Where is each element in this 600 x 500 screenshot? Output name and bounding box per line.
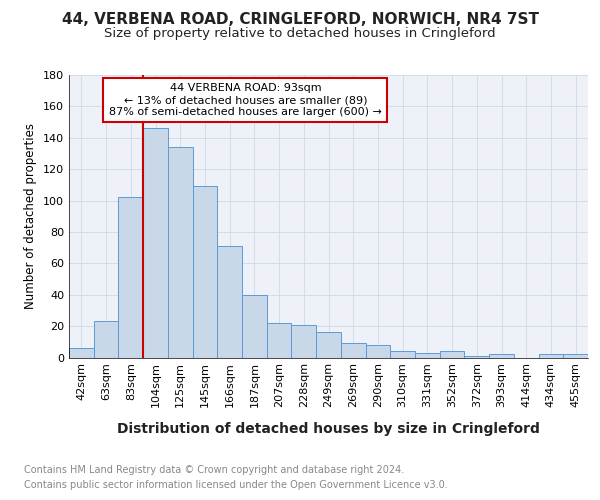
Bar xyxy=(69,348,94,358)
Bar xyxy=(168,147,193,358)
Bar xyxy=(143,128,168,358)
Bar xyxy=(94,322,118,358)
Bar xyxy=(316,332,341,357)
Text: Contains public sector information licensed under the Open Government Licence v3: Contains public sector information licen… xyxy=(24,480,448,490)
Bar xyxy=(390,351,415,358)
Bar xyxy=(440,351,464,358)
Bar xyxy=(415,353,440,358)
Text: Contains HM Land Registry data © Crown copyright and database right 2024.: Contains HM Land Registry data © Crown c… xyxy=(24,465,404,475)
Text: Distribution of detached houses by size in Cringleford: Distribution of detached houses by size … xyxy=(118,422,540,436)
Bar xyxy=(217,246,242,358)
Bar xyxy=(242,294,267,358)
Bar xyxy=(267,323,292,358)
Bar xyxy=(464,356,489,358)
Bar xyxy=(539,354,563,358)
Bar xyxy=(489,354,514,358)
Bar xyxy=(365,345,390,358)
Bar xyxy=(118,198,143,358)
Bar xyxy=(193,186,217,358)
Text: 44 VERBENA ROAD: 93sqm
← 13% of detached houses are smaller (89)
87% of semi-det: 44 VERBENA ROAD: 93sqm ← 13% of detached… xyxy=(109,84,382,116)
Bar xyxy=(563,354,588,358)
Text: 44, VERBENA ROAD, CRINGLEFORD, NORWICH, NR4 7ST: 44, VERBENA ROAD, CRINGLEFORD, NORWICH, … xyxy=(62,12,539,28)
Bar xyxy=(341,344,365,357)
Text: Size of property relative to detached houses in Cringleford: Size of property relative to detached ho… xyxy=(104,28,496,40)
Bar xyxy=(292,324,316,358)
Y-axis label: Number of detached properties: Number of detached properties xyxy=(25,123,37,309)
